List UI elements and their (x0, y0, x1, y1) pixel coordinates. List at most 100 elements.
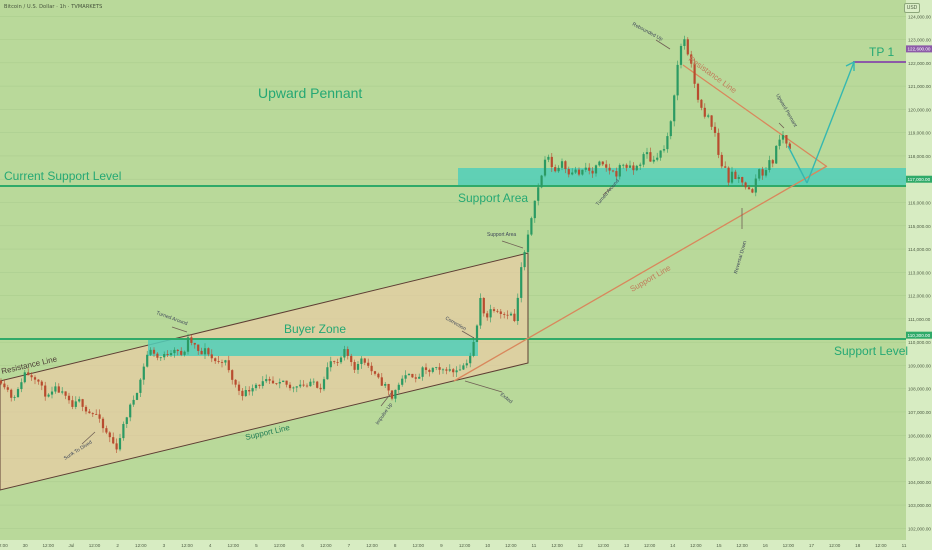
candle-body (309, 381, 312, 387)
candle-body (642, 154, 645, 165)
y-tick-label: 118,000.00 (908, 154, 931, 159)
candles (0, 35, 791, 453)
candle-body (112, 437, 115, 444)
x-tick-label: 12:00 (551, 543, 563, 548)
candle-body (316, 381, 319, 388)
candle-body (737, 177, 740, 179)
candle-body (278, 382, 281, 384)
x-tick-label: 11 (532, 543, 537, 548)
x-tick-label: 12:00 (228, 543, 240, 548)
callout-arrow-retest (602, 187, 612, 196)
candle-body (163, 354, 166, 358)
candle-body (741, 177, 744, 183)
candle-body (584, 167, 587, 170)
x-tick-label: 12:00 (89, 543, 101, 548)
x-tick-label: 12:00 (829, 543, 841, 548)
candle-body (540, 175, 543, 188)
candle-body (707, 115, 710, 117)
level-price-text: 117,000.00 (908, 177, 931, 182)
candle-body (390, 390, 394, 399)
candle-body (516, 297, 519, 322)
candle-body (0, 380, 3, 384)
y-tick-label: 114,000.00 (908, 247, 931, 252)
candle-body (81, 399, 84, 407)
candle-body (598, 161, 601, 166)
candle-body (673, 95, 676, 122)
candle-body (71, 400, 74, 407)
price-axis[interactable]: 124,000.00 123,000.00 122,000.00 121,000.00… (906, 0, 932, 550)
candle-body (13, 397, 16, 398)
candle-body (560, 161, 564, 168)
candle-body (183, 351, 186, 355)
y-tick-label: 116,000.00 (908, 201, 931, 206)
candle-body (268, 379, 271, 381)
candle-body (237, 384, 241, 391)
candle-body (319, 387, 322, 390)
candle-body (411, 373, 414, 378)
candle-body (387, 383, 390, 391)
x-tick-label: 12:00 (366, 543, 378, 548)
candle-body (234, 379, 237, 385)
time-axis[interactable]: 12:00 30 12:00 Jul 12:00 2 12:00 3 12:00 4 12:00 5 1… (0, 540, 932, 550)
candle-body (472, 341, 475, 356)
candle-body (458, 369, 462, 371)
level-price-text: 110,300.00 (908, 333, 931, 338)
candle-body (227, 360, 230, 371)
candle-body (265, 379, 268, 382)
candle-body (397, 384, 400, 390)
x-tick-label: 15 (716, 543, 722, 548)
candle-body (462, 365, 465, 370)
candle-body (84, 406, 88, 412)
candle-body (10, 389, 13, 398)
candle-body (299, 384, 302, 387)
buyer-zone-label: Buyer Zone (284, 322, 346, 336)
candle-body (618, 165, 621, 177)
candle-body (622, 164, 625, 166)
y-tick-label: 106,000.00 (908, 433, 931, 438)
candle-body (492, 309, 496, 311)
candle-body (754, 178, 757, 193)
candle-body (288, 384, 292, 389)
candle-body (404, 375, 407, 379)
candle-body (6, 387, 9, 390)
candle-body (594, 165, 598, 174)
x-tick-label: 12:00 (598, 543, 610, 548)
candle-body (214, 358, 217, 362)
currency-badge[interactable]: USD (904, 3, 920, 13)
y-tick-label: 120,000.00 (908, 107, 931, 112)
candle-body (431, 367, 434, 372)
candle-body (669, 121, 672, 137)
candle-body (724, 166, 727, 168)
ascending-channel (0, 252, 529, 491)
candle-body (496, 310, 499, 312)
candle-body (533, 200, 536, 219)
candle-body (625, 164, 628, 168)
x-tick-label: 12:00 (274, 543, 286, 548)
chart-title: Upward Pennant (258, 85, 362, 101)
candle-body (176, 349, 179, 351)
y-tick-label: 115,000.00 (908, 224, 931, 229)
x-tick-label: 16 (763, 543, 769, 548)
candle-body (122, 423, 125, 439)
x-tick-label: 12:00 (690, 543, 702, 548)
candle-body (186, 337, 190, 352)
candle-body (44, 385, 47, 397)
candle-body (169, 353, 173, 356)
candle-body (135, 392, 139, 400)
candle-body (57, 386, 60, 393)
candle-body (764, 170, 768, 176)
candle-body (285, 380, 288, 385)
candle-body (486, 313, 489, 318)
candle-body (241, 390, 244, 397)
candle-body (679, 45, 683, 65)
x-tick-label: 3 (163, 543, 166, 548)
candle-body (373, 371, 377, 374)
x-tick-label: 12:00 (644, 543, 656, 548)
x-tick-label: 30 (23, 543, 29, 548)
candle-body (441, 369, 445, 371)
candle-body (61, 391, 64, 393)
candle-body (435, 367, 438, 368)
candle-body (152, 349, 156, 354)
callout-arrow-impulse (464, 380, 503, 393)
